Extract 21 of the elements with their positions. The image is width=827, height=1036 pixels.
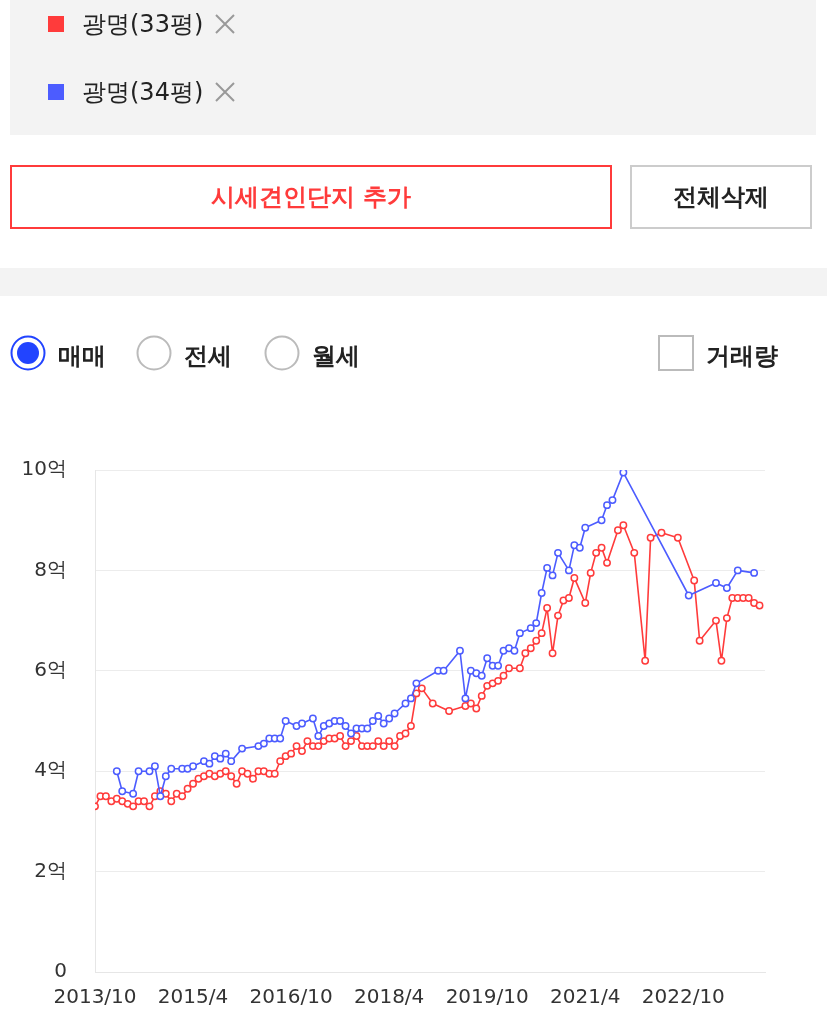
x-tick-label: 2019/10 [445,984,529,1009]
x-tick-label: 2016/10 [249,984,333,1009]
y-tick-label: 0 [54,958,67,983]
text: 전체삭제 [630,165,812,229]
y-tick-label: 6억 [34,657,67,681]
x-tick-label: 2015/4 [157,984,229,1009]
text: 월세 [312,341,360,372]
x-tick-label: 2018/4 [353,984,425,1009]
y-tick-label: 4억 [34,757,67,782]
legend-label: 광명(34평) [82,77,204,108]
y-tick-label: 2억 [34,857,67,882]
x-tick-label: 2022/10 [641,984,725,1009]
y-tick-label: 8억 [34,556,67,581]
x-tick-label: 2013/10 [53,984,137,1009]
text: 매매 [58,341,106,372]
text: 전세 [184,341,232,372]
x-tick-label: 2021/4 [550,984,621,1009]
legend-label: 광명(33평) [82,9,204,40]
y-tick-label: 10억 [21,456,67,481]
text: 거래량 [706,341,778,372]
text: 시세견인단지 추가 [10,165,612,229]
